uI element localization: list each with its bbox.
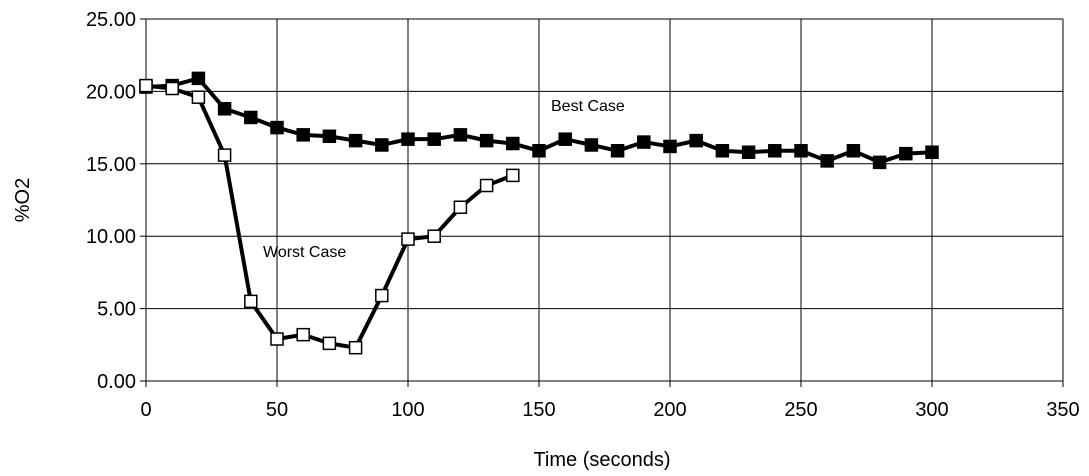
best-case-point [217,102,232,116]
x-axis-title: Time (seconds) [533,449,670,471]
y-tick-label: 15.00 [86,154,136,176]
worst-case-point [506,168,520,183]
worst-case-point [217,148,232,162]
best-case-point [322,129,337,144]
best-case-point [794,144,808,158]
best-case-point [899,146,913,161]
best-case-point [872,155,887,170]
worst-case-point [348,340,363,355]
worst-case-point [322,336,337,351]
x-tick-label: 350 [1046,399,1079,421]
worst-case-point [401,232,415,246]
x-tick-label: 100 [391,399,424,421]
best-case-point [689,133,703,148]
best-case-point [244,110,258,125]
best-case-point [846,144,861,158]
best-case-point [453,128,468,142]
best-case-point [270,120,284,135]
y-tick-label: 25.00 [86,9,136,31]
worst-case-point [479,178,494,193]
best-case-point [191,71,206,86]
x-tick-label: 250 [784,399,817,421]
x-tick-label: 200 [653,399,686,421]
best-case-point [296,128,310,142]
best-case-point [741,145,756,159]
worst-case-point [296,327,310,342]
best-case-point [506,136,520,151]
axes [140,18,1064,387]
markers [139,71,939,355]
best-case-point [375,138,389,152]
worst-case-point [375,288,389,303]
worst-case-point [139,78,153,93]
x-tick-label: 0 [140,399,151,421]
y-tick-label: 10.00 [86,226,136,248]
y-tick-label: 5.00 [97,299,136,321]
worst-case-point [453,200,468,214]
best-case-point [427,132,441,146]
best-case-point [348,133,363,148]
x-tick-label: 150 [522,399,555,421]
best-case-label: Best Case [551,98,625,115]
best-case-point [925,145,939,159]
best-case-point [558,132,572,146]
y-tick-label: 0.00 [97,371,136,393]
grid [145,18,1064,382]
best-case-point [663,139,677,154]
best-case-point [610,144,625,158]
y-tick-label: 20.00 [86,81,136,103]
best-case-point [768,144,782,158]
worst-case-point [244,294,258,309]
best-case-point [532,144,546,158]
best-case-point [479,133,494,148]
best-case-point [401,132,415,146]
best-case-point [820,154,834,168]
best-case-point [715,144,730,158]
worst-case-point [165,81,179,96]
x-tick-label: 50 [266,399,288,421]
worst-case-point [427,229,441,243]
labels: Time (seconds) %O2 Best Case Worst Case … [12,9,1080,471]
worst-case-point [270,332,284,346]
x-tick-label: 300 [915,399,948,421]
y-axis-title: %O2 [12,178,34,222]
worst-case-point [191,90,206,104]
worst-case-label: Worst Case [263,244,346,261]
best-case-point [637,135,651,149]
best-case-point [584,138,599,152]
